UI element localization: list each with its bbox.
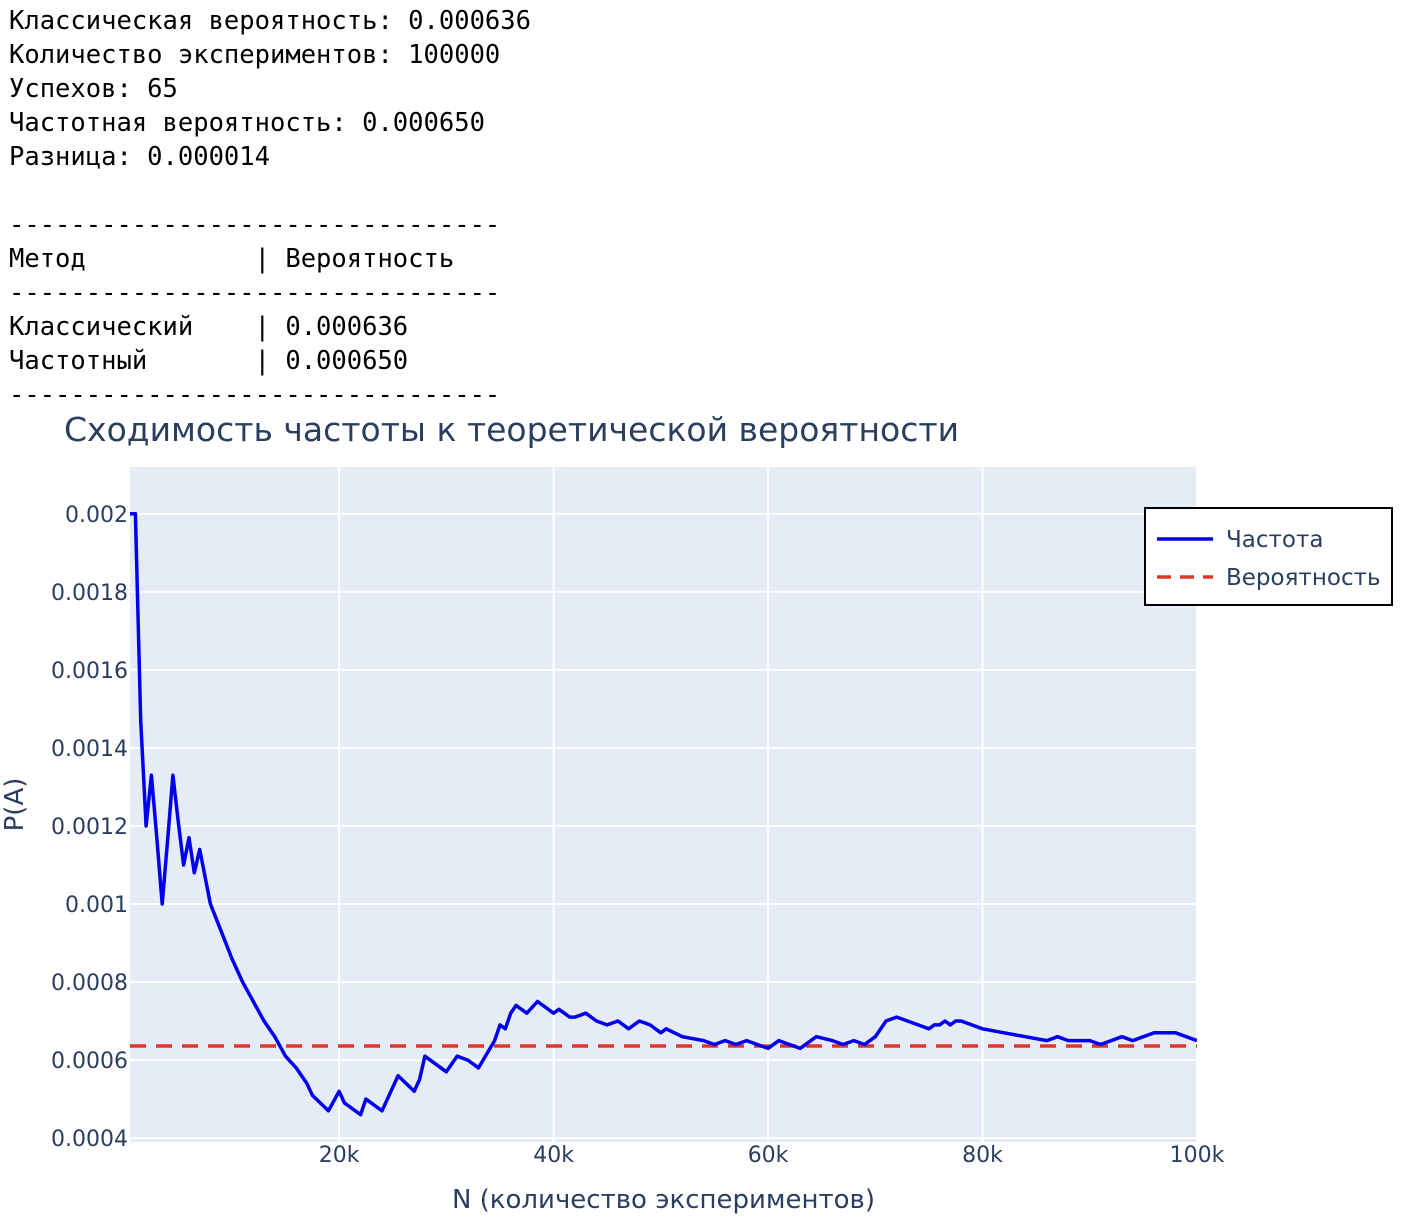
x-tick-label: 80k — [962, 1143, 1003, 1168]
x-tick-label: 20k — [319, 1143, 360, 1168]
console-line: -------------------------------- — [9, 380, 501, 410]
console-line: Количество экспериментов: 100000 — [9, 40, 501, 70]
frequency-line — [130, 512, 1197, 1117]
console-line: Успехов: 65 — [9, 74, 178, 104]
legend-box — [1144, 507, 1393, 606]
y-tick-label: 0.0006 — [51, 1049, 128, 1074]
y-tick-label: 0.0016 — [51, 659, 128, 684]
console-line: Частотная вероятность: 0.000650 — [9, 108, 485, 138]
y-tick-label: 0.0008 — [51, 971, 128, 996]
console-line: Классическая вероятность: 0.000636 — [9, 6, 531, 36]
y-tick-label: 0.0004 — [51, 1127, 128, 1152]
x-tick-label: 40k — [533, 1143, 574, 1168]
console-line: Разница: 0.000014 — [9, 142, 270, 172]
legend-label: Частота — [1226, 527, 1323, 553]
legend: Частота Вероятность — [1144, 507, 1393, 606]
y-tick-label: 0.0014 — [51, 737, 128, 762]
y-axis-title: P(A) — [0, 778, 30, 832]
chart-title: Сходимость частоты к теоретической вероя… — [64, 410, 960, 449]
y-tick-label: 0.0012 — [51, 815, 128, 840]
x-tick-label: 100k — [1170, 1143, 1225, 1168]
console-line: -------------------------------- — [9, 210, 501, 240]
legend-label: Вероятность — [1226, 565, 1381, 591]
y-tick-label: 0.001 — [65, 893, 128, 918]
plot-area — [130, 467, 1197, 1142]
y-tick-label: 0.002 — [65, 503, 128, 528]
x-axis-title: N (количество экспериментов) — [452, 1185, 875, 1215]
console-line: -------------------------------- — [9, 278, 501, 308]
console-line: Частотный | 0.000650 — [9, 346, 409, 376]
console-output: Классическая вероятность: 0.000636 Количе… — [9, 4, 531, 412]
console-line: Метод | Вероятность — [9, 244, 455, 274]
x-tick-label: 60k — [748, 1143, 789, 1168]
console-line: Классический | 0.000636 — [9, 312, 409, 342]
y-tick-label: 0.0018 — [51, 581, 128, 606]
